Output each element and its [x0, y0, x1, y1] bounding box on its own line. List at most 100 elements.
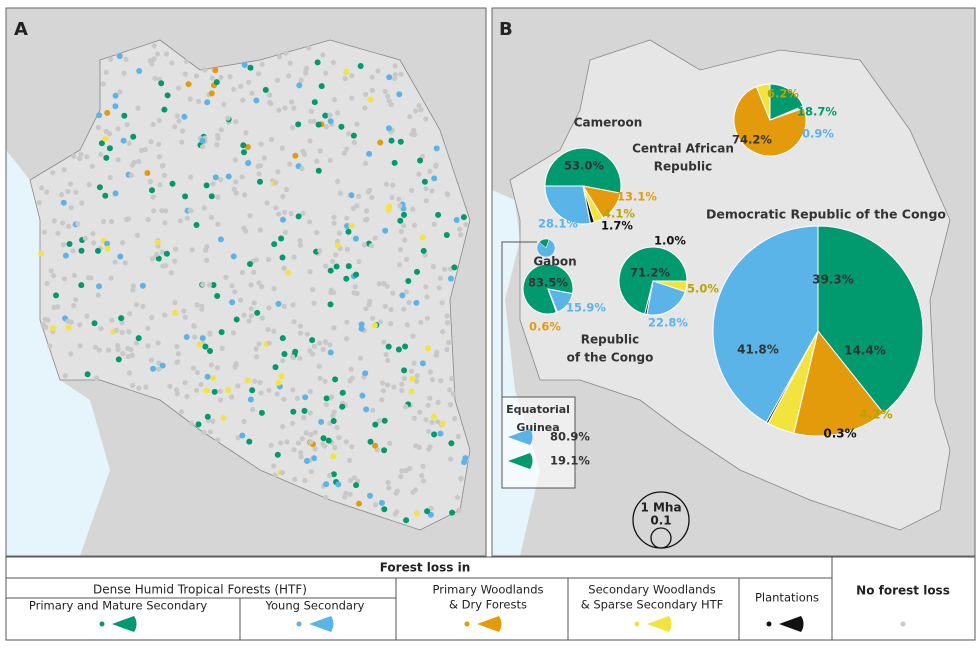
loss-dot	[278, 235, 285, 242]
loss-dot	[218, 177, 224, 183]
loss-dot	[225, 387, 232, 394]
loss-dot	[283, 186, 290, 193]
value-label: 71.2%	[630, 266, 670, 280]
loss-dot	[238, 297, 244, 303]
loss-dot	[189, 247, 195, 253]
loss-dot	[353, 271, 360, 278]
loss-dot	[163, 250, 170, 257]
loss-dot	[408, 368, 415, 374]
loss-dot	[231, 186, 237, 192]
loss-dot	[311, 343, 317, 349]
loss-dot	[102, 192, 109, 199]
loss-dot	[347, 491, 353, 497]
loss-dot	[151, 56, 157, 62]
loss-dot	[402, 237, 408, 243]
loss-dot	[123, 56, 129, 63]
loss-dot	[172, 309, 179, 316]
loss-dot	[429, 377, 436, 383]
loss-dot	[388, 137, 395, 144]
loss-dot	[297, 238, 303, 244]
loss-dot	[271, 286, 277, 292]
loss-dot	[60, 199, 67, 206]
loss-dot	[233, 316, 240, 323]
loss-dot	[403, 468, 409, 474]
loss-dot	[231, 86, 237, 92]
loss-dot	[354, 121, 360, 127]
loss-dot	[363, 306, 369, 312]
loss-dot	[77, 322, 83, 328]
loss-dot	[398, 228, 404, 234]
loss-dot	[419, 473, 425, 479]
loss-dot	[257, 379, 263, 386]
loss-dot	[297, 323, 303, 329]
loss-dot	[150, 365, 157, 372]
loss-dot	[401, 376, 407, 382]
loss-dot	[183, 334, 190, 340]
loss-dot	[98, 140, 105, 147]
loss-dot	[282, 229, 288, 235]
loss-dot	[100, 81, 106, 87]
region-name: Central African	[632, 142, 734, 156]
loss-dot	[347, 457, 353, 464]
loss-dot	[218, 127, 224, 133]
loss-dot	[66, 241, 73, 247]
loss-dot	[119, 329, 125, 335]
loss-dot	[68, 351, 74, 357]
loss-dot	[245, 160, 252, 167]
loss-dot	[210, 282, 217, 288]
loss-dot	[437, 430, 444, 437]
loss-dot	[78, 247, 85, 254]
loss-dot	[439, 420, 446, 427]
loss-dot	[274, 391, 280, 397]
loss-dot	[253, 346, 259, 352]
loss-dot	[193, 73, 199, 79]
loss-dot	[203, 387, 210, 394]
loss-dot	[395, 346, 402, 353]
loss-dot	[193, 222, 200, 228]
pie-slice	[544, 185, 591, 225]
loss-dot	[398, 474, 404, 480]
loss-dot	[367, 187, 373, 193]
loss-dot	[241, 62, 248, 68]
loss-dot	[447, 387, 453, 393]
loss-dot	[227, 74, 233, 80]
loss-dot	[218, 74, 224, 80]
loss-dot	[225, 115, 231, 121]
loss-dot	[294, 395, 301, 401]
loss-dot	[298, 450, 304, 456]
loss-dot	[370, 407, 376, 413]
loss-dot	[385, 479, 391, 485]
loss-dot	[133, 340, 139, 346]
loss-dot	[45, 317, 51, 323]
loss-dot	[327, 118, 334, 125]
loss-dot	[273, 179, 279, 186]
legend-dot	[634, 621, 640, 627]
loss-dot	[262, 86, 269, 93]
loss-dot	[104, 240, 111, 247]
loss-dot	[435, 419, 441, 425]
loss-dot	[199, 335, 206, 342]
legend-label: & Dry Forests	[449, 598, 527, 612]
loss-dot	[349, 444, 355, 450]
legend-dot	[766, 621, 772, 627]
value-label: 15.9%	[566, 301, 606, 315]
loss-dot	[401, 306, 407, 312]
loss-dot	[169, 60, 175, 66]
loss-dot	[192, 334, 198, 340]
loss-dot	[208, 214, 215, 220]
loss-dot	[272, 472, 278, 478]
loss-dot	[350, 132, 357, 139]
loss-dot	[356, 500, 362, 507]
loss-dot	[71, 272, 77, 278]
loss-dot	[61, 276, 68, 282]
loss-dot	[61, 167, 67, 173]
loss-dot	[391, 75, 398, 82]
loss-dot	[50, 170, 56, 176]
value-label: 1.7%	[601, 219, 633, 233]
loss-dot	[367, 438, 374, 445]
loss-dot	[117, 89, 123, 95]
loss-dot	[295, 213, 302, 220]
loss-dot	[392, 63, 398, 69]
loss-dot	[312, 446, 318, 452]
loss-dot	[435, 211, 442, 218]
